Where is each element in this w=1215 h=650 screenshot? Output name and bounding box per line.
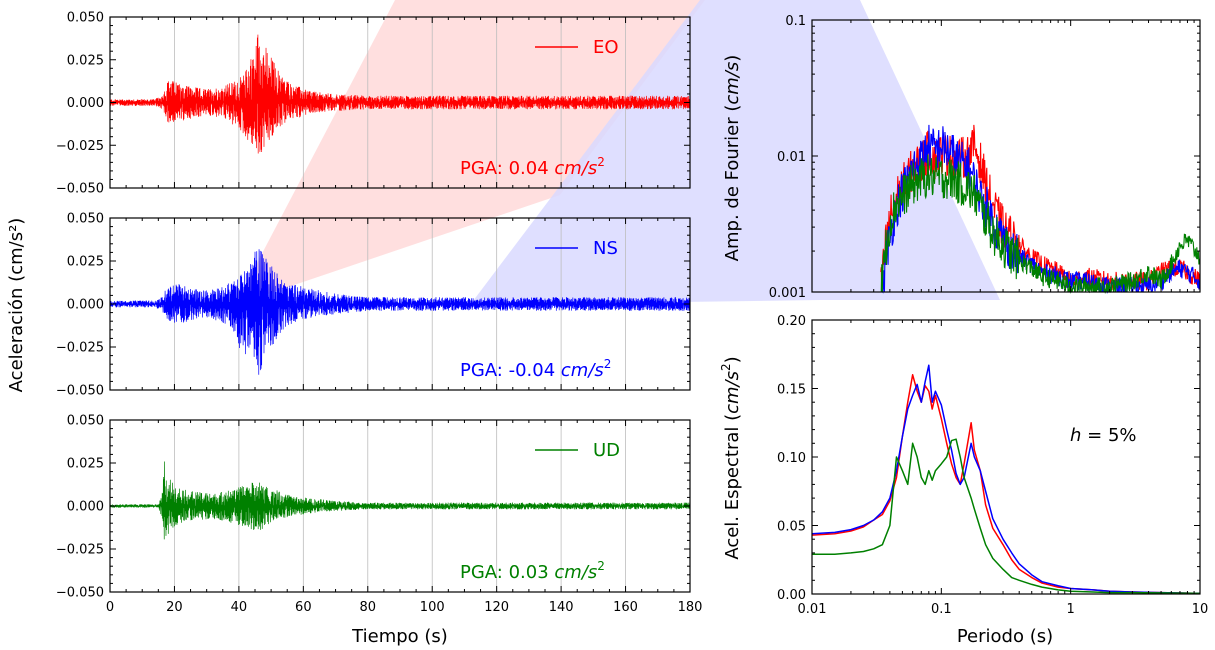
time-series-panels: 0.050 0.025 0.000 −0.025 −0.050 EO PGA: 0.04 c…	[56, 11, 703, 616]
x-tick-label: 80	[360, 600, 377, 615]
fourier-ylabel: Amp. de Fourier (cm/s)	[722, 55, 743, 262]
fourier-ylabel-prefix: Amp. de Fourier (	[722, 105, 743, 262]
y-tick-label: −0.050	[56, 384, 104, 399]
waveform-eo	[109, 34, 691, 154]
x-tick-label: 20	[166, 600, 183, 615]
y-tick-label: 0.025	[67, 255, 104, 270]
x-tick-label: 0.1	[931, 602, 952, 617]
y-tick-label: −0.050	[56, 182, 104, 197]
pga-value: PGA: 0.03	[460, 562, 554, 583]
fourier-spectrum-panel: 0.1 0.01 0.001	[769, 14, 1201, 301]
damping-annotation: h = 5%	[1070, 425, 1137, 446]
y-tick-label: −0.025	[56, 139, 104, 154]
pga-value: PGA: 0.04	[460, 158, 554, 179]
y-tick-label: 0.10	[777, 451, 806, 466]
x-tick-label: 100	[420, 600, 445, 615]
x-tick-label: 160	[613, 600, 638, 615]
left-ylabel: Aceleración (cm/s²)	[6, 218, 27, 393]
spectrum-line-ud	[812, 438, 1201, 595]
y-tick-label: 0.20	[777, 314, 806, 329]
watermark-red-shape	[235, 0, 705, 305]
pga-unit: cm/s	[554, 562, 597, 583]
y-tick-label: 0.000	[67, 96, 104, 111]
legend-label-ud: UD	[593, 440, 620, 461]
waveform-ud	[109, 461, 691, 540]
spectrum-line-ns	[811, 364, 1201, 595]
pga-label-eo: PGA: 0.04 cm/s2	[460, 155, 605, 179]
y-tick-label: 0.025	[67, 457, 104, 472]
fourier-ylabel-unit: cm/s	[722, 62, 743, 105]
y-tick-label: 0.050	[67, 414, 104, 429]
x-tick-label: 180	[678, 600, 703, 615]
left-ylabel-text: Aceleración (cm/s²)	[6, 218, 27, 393]
pga-exp: 2	[604, 357, 612, 371]
watermark	[235, 0, 1000, 305]
pga-unit: cm/s	[554, 158, 597, 179]
x-tick-label: 140	[549, 600, 574, 615]
y-tick-label: −0.050	[56, 586, 104, 601]
fourier-line-eo	[880, 124, 1201, 292]
fourier-line-ns	[881, 124, 1201, 294]
x-tick-label: 0.01	[798, 602, 827, 617]
y-tick-label: 0.050	[67, 212, 104, 227]
y-tick-label: 0.05	[777, 520, 806, 535]
pga-exp: 2	[597, 155, 605, 169]
spectrum-line-eo	[811, 374, 1201, 595]
legend-label-ns: NS	[593, 238, 618, 259]
time-panel-eo: 0.050 0.025 0.000 −0.025 −0.050 EO PGA: 0.04 c…	[56, 11, 691, 197]
pga-label-ud: PGA: 0.03 cm/s2	[460, 559, 605, 583]
y-tick-label: 0.000	[67, 500, 104, 515]
pga-value: PGA: -0.04	[460, 360, 561, 381]
y-tick-label: 0.001	[769, 286, 806, 301]
axes-frame	[811, 319, 1201, 595]
spectrum-xlabel: Periodo (s)	[957, 626, 1053, 647]
pga-label-ns: PGA: -0.04 cm/s2	[460, 357, 611, 381]
y-tick-label: −0.025	[56, 341, 104, 356]
x-tick-label: 0	[106, 600, 114, 615]
watermark-blue-shape	[470, 0, 1000, 305]
damping-rest: = 5%	[1081, 425, 1136, 446]
spectrum-ylabel-prefix: Acel. Espectral (	[722, 414, 743, 560]
fourier-ylabel-suffix: )	[722, 55, 743, 62]
x-tick-label: 120	[484, 600, 509, 615]
spectrum-ylabel: Acel. Espectral (cm/s2)	[719, 356, 743, 559]
y-tick-label: 0.15	[777, 383, 806, 398]
response-spectrum-panel: 0.20 0.15 0.10 0.05 0.000.01 0.1 1 10	[777, 314, 1208, 617]
left-xlabel: Tiempo (s)	[351, 626, 448, 647]
pga-unit: cm/s	[561, 360, 604, 381]
x-tick-label: 10	[1192, 602, 1209, 617]
fourier-line-ud	[880, 154, 1201, 295]
x-tick-label: 1	[1067, 602, 1075, 617]
waveform-ns	[109, 249, 691, 375]
y-tick-label: 0.01	[777, 150, 806, 165]
y-tick-label: 0.050	[67, 11, 104, 26]
x-tick-label: 40	[231, 600, 248, 615]
y-tick-label: 0.1	[785, 14, 806, 29]
legend-label-eo: EO	[593, 37, 619, 58]
y-tick-label: 0.000	[67, 298, 104, 313]
time-panel-ns: 0.050 0.025 0.000 −0.025 −0.050 NS PGA: -0.04 …	[56, 212, 691, 399]
y-tick-label: 0.00	[777, 588, 806, 603]
time-panel-ud: 0.050 0.025 0.000 −0.025 −0.050 UD PGA: 0.03 c…	[56, 414, 703, 616]
damping-h: h	[1070, 425, 1081, 446]
pga-exp: 2	[597, 559, 605, 573]
spectrum-ylabel-unit: cm/s	[722, 371, 743, 414]
x-tick-label: 60	[295, 600, 312, 615]
spectrum-ylabel-exp: 2	[719, 363, 733, 371]
y-tick-label: −0.025	[56, 543, 104, 558]
spectrum-ylabel-suffix: )	[722, 356, 743, 363]
y-tick-label: 0.025	[67, 53, 104, 68]
